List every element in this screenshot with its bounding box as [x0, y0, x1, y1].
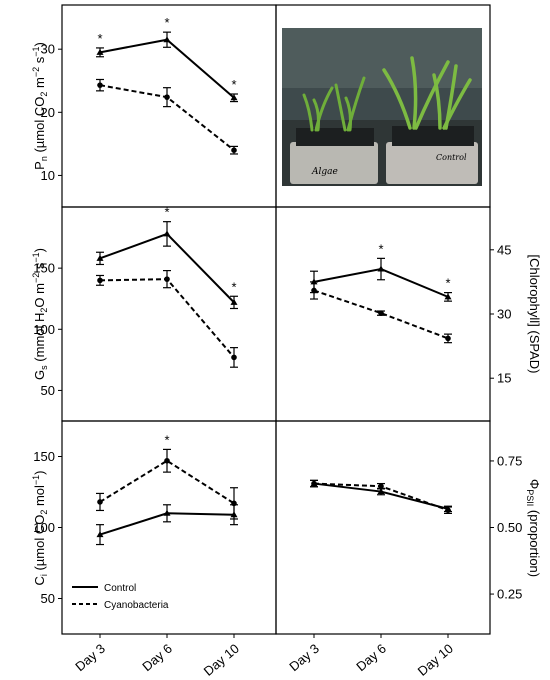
pn-y-axis-label: Pn (µmol CO2 m−2 s−1): [31, 42, 49, 170]
x-tick-label: Day 6: [353, 641, 389, 674]
data-point-cyanobacteria: [445, 335, 451, 342]
phi-y-axis-label: ΦPSII (proportion): [525, 479, 542, 577]
series-line-cyanobacteria: [99, 459, 235, 505]
data-point-cyanobacteria: [97, 499, 103, 505]
data-point-control: [377, 488, 385, 495]
legend: Control Cyanobacteria: [72, 583, 169, 611]
data-point-cyanobacteria: [378, 310, 384, 316]
y-tick-label: 150: [33, 449, 55, 464]
y-tick-label: 0.25: [497, 587, 522, 602]
panel-gs-frame: [61, 206, 277, 422]
y-tick-label: 30: [497, 307, 511, 322]
ci-y-axis-label: Ci (µmol CO2 mol−1): [31, 470, 49, 585]
data-point-control: [230, 94, 238, 101]
data-point-control: [163, 230, 171, 237]
data-point-cyanobacteria: [164, 94, 170, 100]
data-point-control: [377, 265, 385, 272]
significance-star: *: [231, 77, 236, 92]
x-tick-label: Day 6: [139, 641, 175, 674]
y-tick-label: 0.75: [497, 453, 522, 468]
y-tick-label: 20: [41, 105, 55, 120]
legend-control-label: Control: [104, 583, 136, 594]
y-tick-label: 45: [497, 242, 511, 257]
data-point-cyanobacteria: [164, 276, 170, 282]
y-tick-label: 100: [33, 322, 55, 337]
significance-star: *: [164, 432, 169, 447]
data-point-cyanobacteria: [311, 480, 317, 487]
data-point-control: [163, 509, 171, 516]
x-tick-labels-right: Day 3 Day 6 Day 10: [286, 641, 456, 679]
y-tick-label: 15: [497, 371, 511, 386]
x-tick-label: Day 3: [72, 641, 108, 674]
panel-pn-frame: [61, 4, 277, 208]
significance-star: *: [164, 15, 169, 30]
significance-star: *: [378, 241, 383, 256]
data-point-control: [230, 298, 238, 305]
data-point-cyanobacteria: [97, 82, 103, 88]
x-tick-label: Day 10: [201, 641, 242, 679]
x-tick-label: Day 3: [286, 641, 322, 674]
x-tick-labels-left: Day 3 Day 6 Day 10: [72, 641, 242, 679]
data-point-cyanobacteria: [231, 500, 237, 507]
y-tick-label: 150: [33, 261, 55, 276]
y-tick-label: 50: [41, 383, 55, 398]
panel-ci-frame: [61, 420, 277, 635]
x-tick-label: Day 10: [415, 641, 456, 679]
data-point-cyanobacteria: [231, 354, 237, 361]
panel-phi-frame: [275, 420, 491, 635]
chl-y-axis-label: [Chlorophyll] (SPAD): [527, 255, 542, 374]
significance-star: *: [164, 205, 169, 220]
plots: 10 20 30 * * * 50 100 150 * * 15 30 45 * * 50 100 150 * 0.25…: [33, 15, 522, 638]
significance-star: *: [231, 279, 236, 294]
tray-label-algae: Algae: [311, 167, 338, 177]
gs-y-axis-label: Gs (mmol H2O m−2 s−1): [31, 248, 49, 380]
significance-star: *: [445, 276, 450, 291]
data-point-cyanobacteria: [445, 507, 451, 513]
data-point-cyanobacteria: [231, 147, 237, 153]
data-point-control: [96, 531, 104, 538]
data-point-control: [444, 293, 452, 300]
data-point-cyanobacteria: [378, 483, 384, 490]
y-tick-label: 0.50: [497, 520, 522, 535]
data-point-control: [96, 48, 104, 55]
y-tick-label: 30: [41, 42, 55, 57]
legend-cyanobacteria-label: Cyanobacteria: [104, 600, 169, 611]
data-point-cyanobacteria: [97, 277, 103, 284]
significance-star: *: [97, 31, 102, 46]
y-tick-label: 100: [33, 520, 55, 535]
tray-label-control: Control: [436, 153, 467, 162]
data-point-control: [163, 36, 171, 43]
data-point-cyanobacteria: [311, 287, 317, 294]
y-tick-label: 50: [41, 591, 55, 606]
plant-photo: Algae Control: [282, 28, 482, 186]
series-line-cyanobacteria: [99, 278, 235, 359]
y-tick-label: 10: [41, 168, 55, 183]
data-point-cyanobacteria: [164, 457, 170, 464]
data-point-control: [96, 254, 104, 261]
